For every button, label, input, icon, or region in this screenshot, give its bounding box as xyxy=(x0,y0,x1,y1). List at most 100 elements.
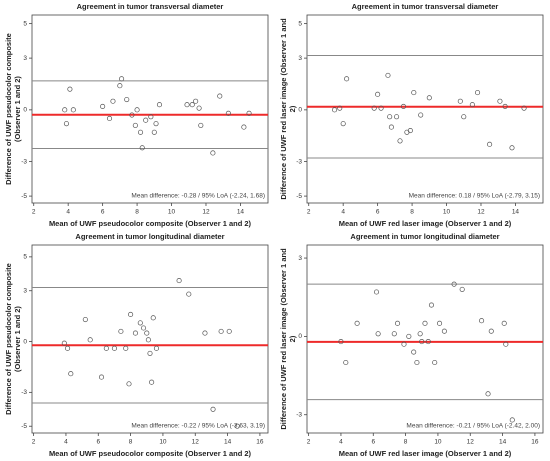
point xyxy=(425,339,431,345)
point xyxy=(132,330,139,336)
y-tick-label: -3 xyxy=(296,158,302,165)
point xyxy=(521,105,527,111)
point xyxy=(338,339,344,345)
point xyxy=(344,76,350,82)
point xyxy=(210,406,216,412)
point xyxy=(461,114,467,120)
point xyxy=(391,331,397,337)
y-tick-label: -5 xyxy=(21,193,27,200)
chart: -3 0 3 2 4 6 8 10 12 14 16 Mean difference: -0.21 /… xyxy=(296,232,544,458)
point xyxy=(337,105,343,111)
point xyxy=(479,318,485,324)
point xyxy=(401,341,407,347)
x-tick-label: 14 xyxy=(224,439,232,446)
x-tick-label: 16 xyxy=(531,439,539,446)
point xyxy=(148,114,154,120)
x-tick-label: 10 xyxy=(443,209,451,216)
point xyxy=(140,325,147,331)
point xyxy=(502,103,508,109)
point xyxy=(100,103,106,109)
y-tick-label: 3 xyxy=(298,255,302,262)
x-tick-label: 6 xyxy=(376,209,380,216)
point xyxy=(217,93,223,99)
point xyxy=(371,105,377,111)
plot-area xyxy=(31,14,269,204)
annotation: Mean difference: 0.18 / 95% LoA (-2.79, … xyxy=(409,193,540,200)
x-tick-label: 14 xyxy=(499,439,507,446)
y-tick-label: 0 xyxy=(298,333,302,340)
panel: -3 0 3 2 4 6 8 10 12 14 16 Mean difference: -0.21 /… xyxy=(275,230,550,460)
x-tick-label: 8 xyxy=(404,439,408,446)
point xyxy=(110,98,116,104)
point xyxy=(198,122,204,128)
x-tick-label: 2 xyxy=(307,209,311,216)
y-tick-label: 5 xyxy=(23,20,27,27)
point xyxy=(411,349,417,355)
point xyxy=(193,98,199,104)
x-tick-label: 12 xyxy=(192,439,200,446)
point xyxy=(176,278,182,284)
y-axis-label: Difference of UWF pseudocolor composite … xyxy=(4,33,22,185)
point xyxy=(70,107,76,113)
chart: -5 -3 0 3 5 2 4 6 8 10 12 14 Mean difference: -0.28 … xyxy=(21,2,269,228)
y-tick-label: -3 xyxy=(296,411,302,418)
point xyxy=(184,102,190,108)
chart: -5 -3 0 3 5 2 4 6 8 10 12 14 Mean difference: 0.18 /… xyxy=(296,2,544,228)
point xyxy=(61,340,67,346)
point xyxy=(65,345,71,351)
annotation: Mean difference: -0.28 / 95% LoA (-2.24,… xyxy=(131,193,265,200)
point xyxy=(144,330,150,336)
point xyxy=(234,423,240,429)
point xyxy=(343,359,349,366)
x-tick-label: 14 xyxy=(512,209,520,216)
x-tick-label: 4 xyxy=(66,209,70,216)
point xyxy=(407,128,413,134)
point xyxy=(63,121,70,127)
point xyxy=(119,76,125,82)
chart: -5 -3 0 3 5 2 4 6 8 10 12 14 16 Mean difference: -0.2… xyxy=(21,232,269,458)
x-tick-label: 12 xyxy=(202,209,210,216)
y-tick-label: -5 xyxy=(296,193,302,200)
y-tick-label: 0 xyxy=(23,107,27,114)
point xyxy=(126,381,132,387)
point xyxy=(68,371,74,377)
x-tick-label: 6 xyxy=(96,439,100,446)
point xyxy=(457,98,463,104)
point xyxy=(225,110,231,116)
x-tick-label: 4 xyxy=(341,209,345,216)
point xyxy=(354,320,360,326)
point xyxy=(147,350,153,356)
chart-title: Agreement in tumor transversal diameter xyxy=(77,2,224,11)
y-tick-label: -3 xyxy=(21,158,27,165)
point xyxy=(246,110,252,116)
y-tick-label: -3 xyxy=(21,389,27,396)
point xyxy=(503,341,509,347)
x-tick-label: 10 xyxy=(159,439,167,446)
point xyxy=(62,107,68,113)
y-tick-label: 3 xyxy=(298,55,302,62)
point xyxy=(87,337,93,343)
point xyxy=(132,122,138,128)
point xyxy=(394,114,400,120)
x-tick-label: 10 xyxy=(168,209,176,216)
point xyxy=(340,121,346,127)
point xyxy=(501,320,507,326)
point xyxy=(428,302,435,308)
point xyxy=(385,72,391,78)
x-tick-label: 2 xyxy=(32,209,36,216)
point xyxy=(128,311,134,317)
point xyxy=(156,102,163,108)
y-axis-label: Difference of UWF red laser image (Obser… xyxy=(279,18,297,200)
panel: -5 -3 0 3 5 2 4 6 8 10 12 14 16 Mean difference: -0.2… xyxy=(0,230,275,460)
point xyxy=(202,330,208,336)
chart-title: Agreement in tumor longitudinal diameter xyxy=(75,232,224,241)
point xyxy=(137,320,143,326)
point xyxy=(153,121,159,127)
x-tick-label: 2 xyxy=(32,439,36,446)
chart-title: Agreement in tumor transversal diameter xyxy=(352,2,499,11)
point xyxy=(388,124,394,130)
x-tick-label: 8 xyxy=(129,439,133,446)
panel: -5 -3 0 3 5 2 4 6 8 10 12 14 Mean difference: 0.18 /… xyxy=(275,0,550,230)
point xyxy=(196,105,202,111)
